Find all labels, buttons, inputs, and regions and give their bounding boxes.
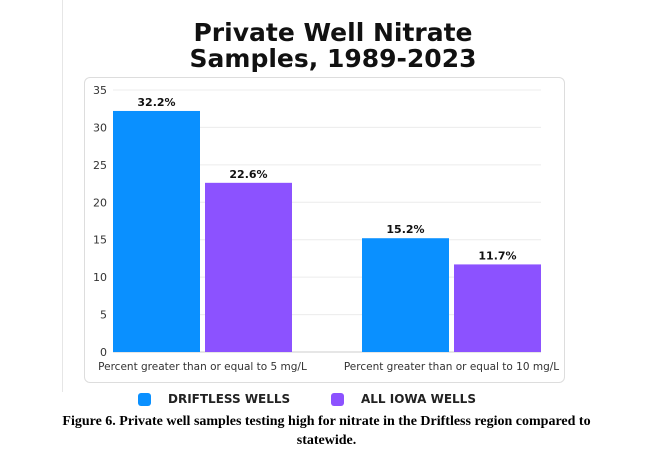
legend-swatch-all-iowa <box>331 392 344 406</box>
chart-title-line-2: Samples, 1989-2023 <box>189 44 477 73</box>
legend-label: ALL IOWA WELLS <box>361 392 476 406</box>
bar <box>454 264 541 352</box>
figure-caption-line-1: Figure 6. Private well samples testing h… <box>62 414 591 429</box>
bar <box>362 238 449 352</box>
chart-title-line-1: Private Well Nitrate <box>193 18 473 47</box>
legend-swatch-driftless <box>138 392 151 406</box>
y-tick-label: 15 <box>93 234 107 247</box>
y-tick-label: 25 <box>93 159 107 172</box>
y-tick-label: 0 <box>100 346 107 359</box>
page-margin-line <box>62 0 63 392</box>
x-tick-label: Percent greater than or equal to 10 mg/L <box>344 361 559 373</box>
y-tick-label: 20 <box>93 196 107 209</box>
bar <box>205 182 292 352</box>
y-tick-label: 30 <box>93 121 107 134</box>
data-label: 15.2% <box>386 223 424 236</box>
data-label: 11.7% <box>478 249 516 262</box>
y-tick-label: 5 <box>100 309 107 322</box>
legend-label: DRIFTLESS WELLS <box>168 392 291 406</box>
legend-item-all-iowa: ALL IOWA WELLS <box>331 392 476 406</box>
data-label: 32.2% <box>137 96 175 109</box>
bar <box>113 110 200 353</box>
x-tick-label: Percent greater than or equal to 5 mg/L <box>98 361 307 373</box>
figure-caption-line-2: statewide. <box>296 433 357 448</box>
data-label: 22.6% <box>229 168 267 181</box>
y-tick-label: 35 <box>93 84 107 97</box>
legend-item-driftless: DRIFTLESS WELLS <box>138 392 290 406</box>
y-tick-label: 10 <box>93 271 107 284</box>
